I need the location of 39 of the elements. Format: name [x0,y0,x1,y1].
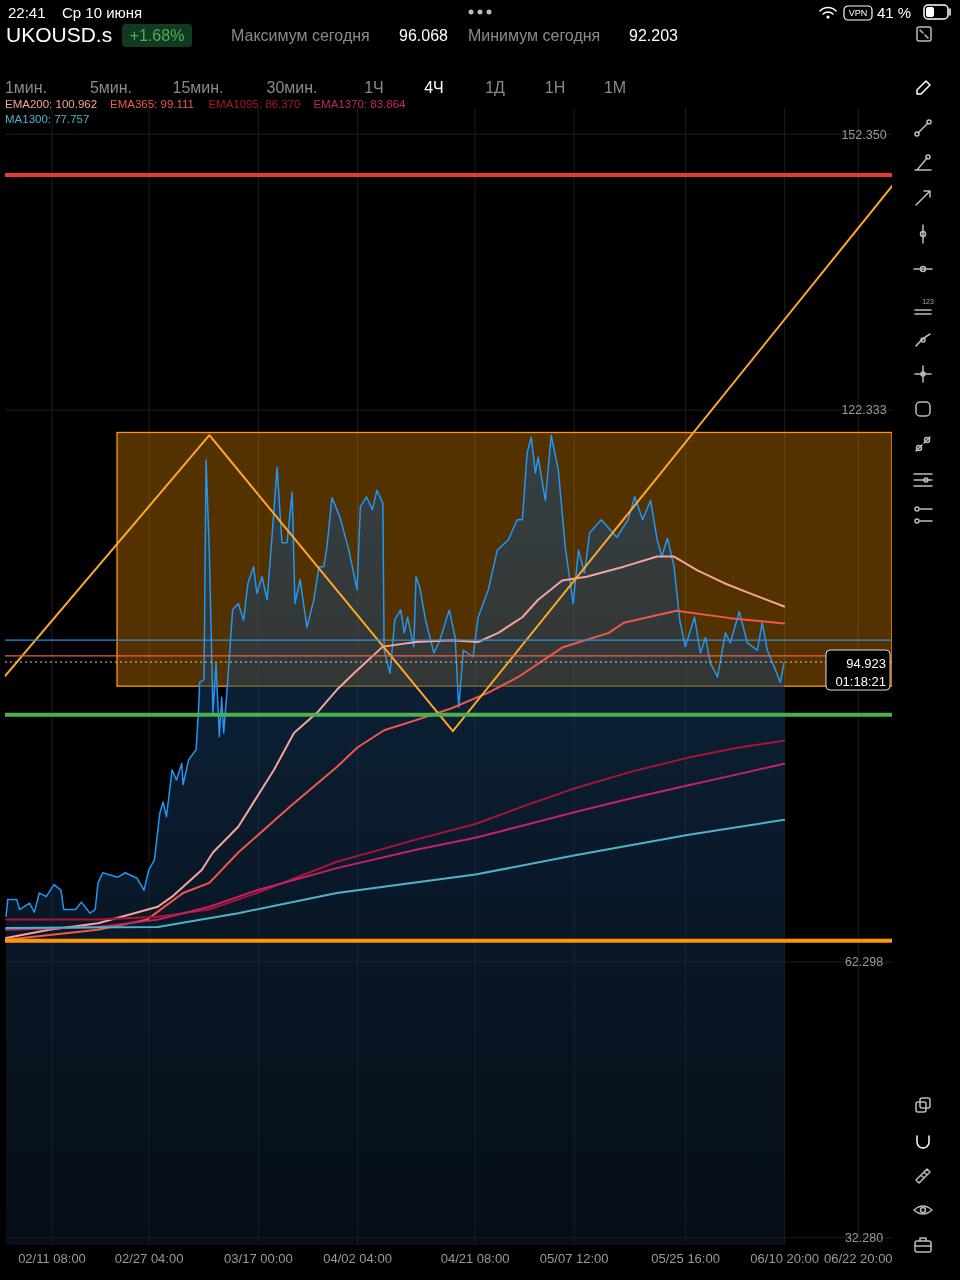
chart-title: UKOUSD.s [6,23,113,46]
text: 41 % [877,4,912,22]
x-tick-label: 02/27 04:00 [114,1251,184,1266]
x-tick-label: 03/17 00:00 [224,1251,293,1266]
text: Ср 10 июня [62,4,143,22]
text: 1М [603,78,627,96]
text: 1Н [544,78,566,96]
x-tick-label: 06/10 20:00 [750,1251,820,1266]
text: VPN [848,8,868,19]
text: 1мин. [4,78,48,96]
text: EMA1370: 83.864 [313,98,407,110]
y-tick-label: 122.333 [841,403,887,418]
text: MA1300: 77.757 [5,113,90,125]
x-tick-label: 06/22 20:00 [823,1251,893,1266]
y-tick-label: 62.298 [844,955,884,970]
text: 1Д [485,78,506,96]
text: +1.68% [129,26,185,44]
annotation: 01:18:21 [835,673,886,689]
text: 22:41 [8,4,46,22]
y-tick-label: 32.280 [844,1231,884,1246]
text: 5мин. [89,78,133,96]
x-tick-label: 02/11 08:00 [18,1251,86,1266]
text: EMA200: 100.962 [5,98,98,110]
text: EMA1095: 86.370 [208,98,301,110]
text: EMA365: 99.111 [110,98,194,110]
text: Минимум сегодня [468,26,601,44]
text: 92.203 [629,26,679,44]
x-tick-label: 04/21 08:00 [440,1251,510,1266]
text: 4Ч [424,78,444,96]
text: Максимум сегодня [231,26,370,44]
ref-line-label: 94.923 [846,655,886,671]
x-tick-label: 04/02 04:00 [323,1251,392,1266]
text: 1Ч [364,78,384,96]
x-tick-label: 05/07 12:00 [539,1251,609,1266]
text: 96.068 [399,26,449,44]
text: 15мин. [172,78,224,96]
y-tick-label: 152.350 [841,127,887,142]
text: 30мин. [266,78,318,96]
x-tick-label: 05/25 16:00 [651,1251,720,1266]
